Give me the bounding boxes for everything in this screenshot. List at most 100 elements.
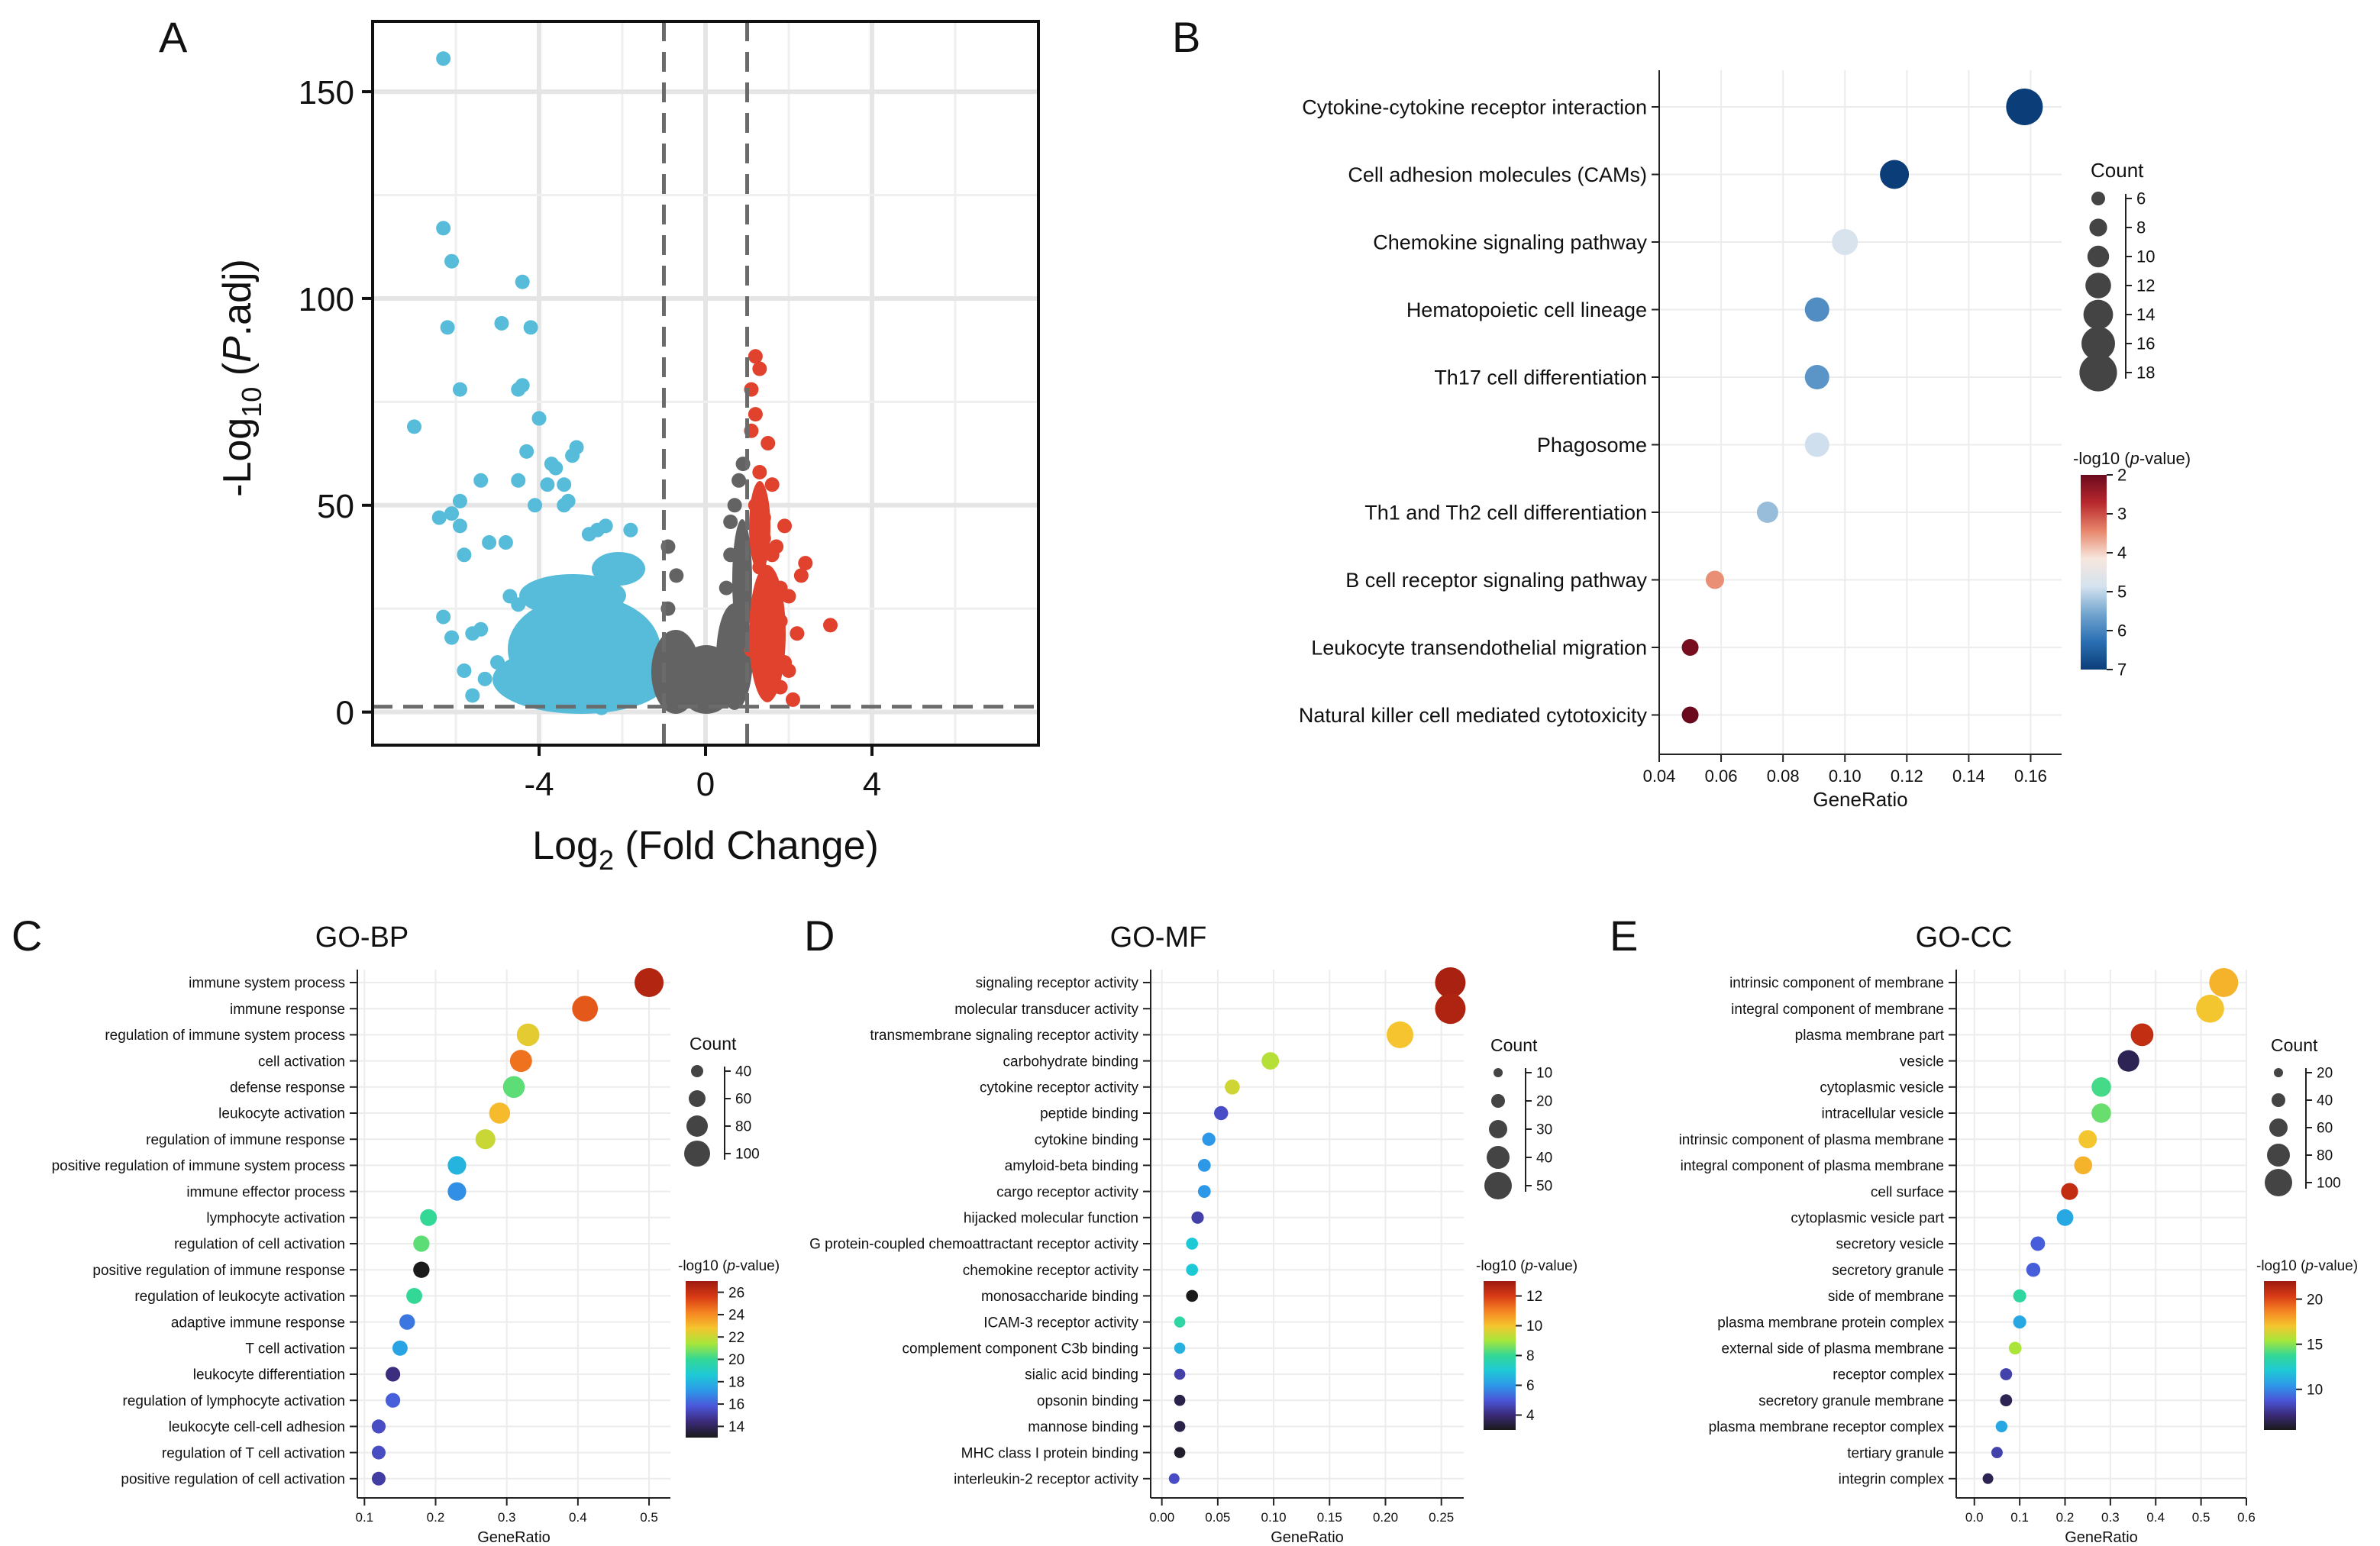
go-bp-x-tick-label: 0.1 xyxy=(355,1510,373,1525)
go-cc-x-tick-label: 0.5 xyxy=(2192,1510,2210,1525)
go-mf-x-tick-label: 0.20 xyxy=(1373,1510,1398,1525)
go-cc-size-legend-dot xyxy=(2269,1118,2288,1137)
volcano-point xyxy=(748,407,763,422)
go-mf-point xyxy=(1225,1080,1240,1095)
kegg-color-legend-label: 2 xyxy=(2117,466,2126,485)
kegg-color-legend-label: 3 xyxy=(2117,505,2126,524)
go-bp-size-legend-dot xyxy=(691,1065,703,1077)
go-bp-point xyxy=(371,1445,386,1460)
kegg-point xyxy=(1756,502,1778,523)
go-cc-color-legend-title-prefix: -log10 ( xyxy=(2256,1258,2306,1274)
go-cc-point xyxy=(2078,1130,2097,1149)
go-cc-category-label: integrin complex xyxy=(1839,1471,1945,1487)
go-cc-point xyxy=(2000,1394,2013,1407)
kegg-category-label: Chemokine signaling pathway xyxy=(1373,231,1647,253)
go-mf-category-label: G protein-coupled chemoattractant recept… xyxy=(809,1237,1138,1253)
go-mf-category-label: MHC class I protein binding xyxy=(961,1445,1138,1461)
kegg-size-legend-dot xyxy=(2079,353,2117,392)
down-cloud-tail xyxy=(592,552,645,586)
volcano-x-label: Log2 (Fold Change) xyxy=(532,824,879,876)
go-bp-size-legend-label: 40 xyxy=(735,1064,751,1080)
go-bp-category-label: leukocyte differentiation xyxy=(193,1367,345,1383)
go-bp-color-legend-label: 18 xyxy=(728,1374,744,1390)
go-mf-point xyxy=(1435,967,1466,998)
go-bp-color-legend-title-prefix: -log10 ( xyxy=(678,1258,728,1274)
go-bp-point xyxy=(413,1235,430,1252)
kegg-x-tick-label: 0.12 xyxy=(1891,767,1923,786)
go-bp-category-label: regulation of lymphocyte activation xyxy=(123,1393,346,1409)
volcano-point xyxy=(761,436,776,451)
kegg-dot-plot: Cytokine-cytokine receptor interaction Ce… xyxy=(1299,70,2191,811)
go-mf-color-legend-title-italic: p xyxy=(1524,1258,1533,1274)
kegg-category-label: B cell receptor signaling pathway xyxy=(1345,569,1647,592)
volcano-point xyxy=(623,522,638,537)
go-bp-color-legend-label: 22 xyxy=(728,1330,744,1346)
volcano-y-label-sub: 10 xyxy=(236,387,267,418)
kegg-point xyxy=(1705,570,1724,589)
go-bp-category-label: regulation of immune response xyxy=(146,1132,345,1148)
go-bp-point xyxy=(385,1393,401,1408)
volcano-y-tick-label: 100 xyxy=(299,281,354,318)
go-bp-point xyxy=(420,1209,438,1226)
go-cc-point xyxy=(2117,1050,2139,1072)
volcano-point xyxy=(790,626,805,641)
volcano-point xyxy=(548,460,564,476)
go-bp-size-legend-label: 60 xyxy=(735,1092,751,1108)
volcano-point xyxy=(436,221,451,236)
volcano-point xyxy=(557,477,572,492)
go-cc-x-tick-label: 0.0 xyxy=(1965,1510,1984,1525)
go-bp-category-label: adaptive immune response xyxy=(171,1315,345,1331)
volcano-point xyxy=(748,349,763,364)
go-cc-x-tick-label: 0.1 xyxy=(2010,1510,2029,1525)
go-bp-category-label: leukocyte activation xyxy=(218,1106,345,1122)
volcano-point xyxy=(752,361,767,376)
volcano-point xyxy=(752,613,767,628)
go-cc-color-legend-title: -log10 (p-value) xyxy=(2256,1258,2358,1274)
go-mf-category-label: sialic acid binding xyxy=(1025,1367,1138,1383)
go-cc-size-legend-label: 20 xyxy=(2317,1066,2333,1082)
volcano-point xyxy=(731,473,747,488)
volcano-point xyxy=(457,663,472,678)
kegg-size-legend-label: 12 xyxy=(2136,276,2155,295)
go-bp-x-tick-label: 0.4 xyxy=(569,1510,587,1525)
go-mf-point xyxy=(1214,1105,1229,1121)
down-cloud-top xyxy=(519,574,626,617)
go-mf-category-label: cargo receptor activity xyxy=(996,1184,1138,1200)
kegg-category-label: Natural killer cell mediated cytotoxicit… xyxy=(1299,704,1648,727)
go-mf-point xyxy=(1168,1473,1180,1484)
go-cc-category-label: plasma membrane part xyxy=(1795,1028,1945,1044)
go-bp-x-label: GeneRatio xyxy=(477,1529,551,1546)
go-mf-color-legend-label: 6 xyxy=(1526,1378,1535,1394)
volcano-point xyxy=(773,679,788,695)
go-cc-point xyxy=(2091,1103,2111,1123)
go-cc-category-label: plasma membrane receptor complex xyxy=(1709,1419,1945,1435)
volcano-point xyxy=(436,51,451,66)
go-mf-category-label: cytokine receptor activity xyxy=(980,1080,1139,1096)
volcano-point xyxy=(752,560,767,575)
go-bp-color-legend-label: 26 xyxy=(728,1285,744,1301)
kegg-size-legend-dot xyxy=(2083,299,2114,330)
go-mf-dot-plot: GO-MF signaling receptor activity molecul… xyxy=(809,921,1578,1546)
go-mf-point xyxy=(1174,1447,1186,1458)
kegg-x-tick-label: 0.14 xyxy=(1952,767,1985,786)
go-cc-color-legend-label: 15 xyxy=(2307,1337,2323,1353)
go-cc-size-legend-label: 100 xyxy=(2317,1176,2341,1192)
volcano-x-label-sub: 2 xyxy=(599,844,614,876)
go-cc-category-label: cytoplasmic vesicle xyxy=(1820,1080,1944,1096)
go-cc-category-label: intrinsic component of membrane xyxy=(1729,976,1944,992)
go-mf-category-label: interleukin-2 receptor activity xyxy=(954,1471,1138,1487)
kegg-point xyxy=(1804,365,1829,389)
volcano-point xyxy=(407,419,421,434)
volcano-point xyxy=(523,320,538,335)
go-mf-size-legend-dot xyxy=(1494,1068,1503,1077)
go-bp-color-legend-title-italic: p xyxy=(726,1258,735,1274)
go-bp-point xyxy=(502,1076,525,1099)
go-bp-point xyxy=(392,1340,408,1356)
go-cc-point xyxy=(2130,1023,2154,1047)
go-bp-point xyxy=(406,1287,422,1304)
go-bp-color-legend-label: 16 xyxy=(728,1397,744,1413)
go-mf-color-legend-label: 8 xyxy=(1526,1348,1535,1364)
go-cc-color-legend-bar xyxy=(2264,1281,2296,1430)
volcano-point xyxy=(581,527,596,542)
go-mf-point xyxy=(1186,1238,1199,1250)
